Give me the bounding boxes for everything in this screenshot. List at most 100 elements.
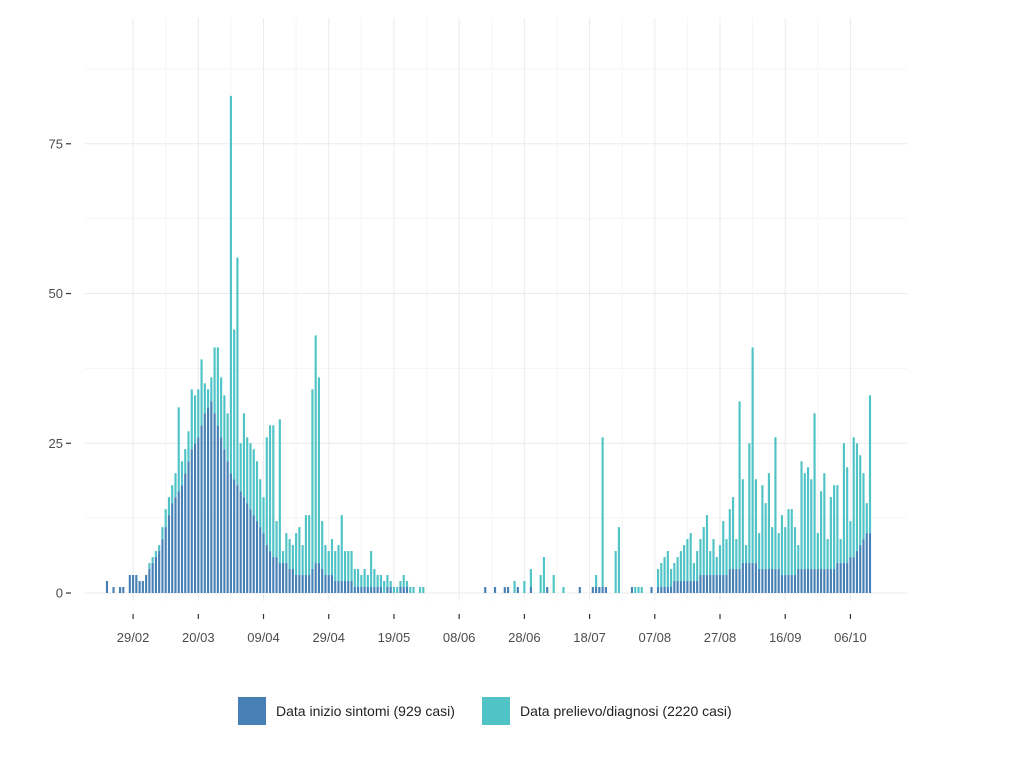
bar-prelievo-diagnosi: [634, 587, 637, 593]
bar-inizio-sintomi: [722, 575, 725, 593]
bar-prelievo-diagnosi: [705, 515, 709, 576]
bar-prelievo-diagnosi: [758, 533, 761, 570]
bar-prelievo-diagnosi: [637, 587, 640, 593]
bar-prelievo-diagnosi: [301, 545, 304, 576]
bar-inizio-sintomi: [506, 587, 510, 593]
bar-inizio-sintomi: [699, 575, 702, 593]
bar-prelievo-diagnosi: [601, 437, 604, 588]
bar-inizio-sintomi: [546, 587, 549, 593]
bar-inizio-sintomi: [399, 587, 402, 593]
bar-prelievo-diagnosi: [337, 545, 340, 582]
bar-inizio-sintomi: [164, 527, 167, 593]
bar-inizio-sintomi: [167, 515, 171, 593]
x-tick-label: 16/09: [769, 630, 802, 645]
bar-inizio-sintomi: [839, 563, 842, 593]
bar-inizio-sintomi: [683, 581, 686, 593]
bar-prelievo-diagnosi: [673, 563, 676, 582]
bar-inizio-sintomi: [259, 527, 262, 593]
bar-inizio-sintomi: [784, 575, 787, 593]
bar-inizio-sintomi: [357, 587, 360, 593]
bar-prelievo-diagnosi: [226, 413, 229, 462]
bar-inizio-sintomi: [673, 581, 676, 593]
bar-inizio-sintomi: [780, 575, 784, 593]
bar-inizio-sintomi: [210, 401, 213, 593]
bar-prelievo-diagnosi: [216, 347, 219, 426]
bar-inizio-sintomi: [816, 569, 819, 593]
bar-inizio-sintomi: [265, 545, 268, 593]
bar-inizio-sintomi: [275, 557, 278, 593]
bar-inizio-sintomi: [823, 569, 826, 593]
bar-inizio-sintomi: [321, 569, 324, 593]
bar-prelievo-diagnosi: [761, 485, 764, 570]
bar-prelievo-diagnosi: [810, 479, 813, 570]
bar-prelievo-diagnosi: [715, 557, 718, 576]
bar-prelievo-diagnosi: [767, 473, 770, 570]
bar-prelievo-diagnosi: [595, 575, 598, 588]
bar-inizio-sintomi: [666, 587, 669, 593]
bar-inizio-sintomi: [255, 521, 259, 594]
bar-prelievo-diagnosi: [793, 527, 797, 576]
bar-prelievo-diagnosi: [839, 539, 842, 564]
bar-prelievo-diagnosi: [859, 455, 862, 546]
x-tick-label: 07/08: [639, 630, 672, 645]
bar-inizio-sintomi: [529, 587, 532, 593]
bar-prelievo-diagnosi: [383, 581, 386, 593]
bar-inizio-sintomi: [285, 563, 288, 593]
bar-inizio-sintomi: [774, 569, 777, 593]
bar-prelievo-diagnosi: [725, 539, 728, 576]
x-tick-label: 28/06: [508, 630, 541, 645]
bar-inizio-sintomi: [330, 575, 334, 593]
bar-prelievo-diagnosi: [823, 473, 826, 570]
bar-prelievo-diagnosi: [197, 389, 200, 438]
bar-prelievo-diagnosi: [412, 587, 415, 593]
bar-inizio-sintomi: [405, 587, 409, 593]
bar-inizio-sintomi: [595, 587, 598, 593]
bar-inizio-sintomi: [171, 503, 174, 593]
bar-inizio-sintomi: [735, 569, 738, 593]
bar-prelievo-diagnosi: [790, 509, 793, 576]
bar-prelievo-diagnosi: [278, 419, 281, 564]
bar-prelievo-diagnosi: [229, 95, 232, 474]
bar-prelievo-diagnosi: [366, 575, 369, 588]
bar-prelievo-diagnosi: [311, 389, 314, 570]
bar-inizio-sintomi: [676, 581, 679, 593]
bar-inizio-sintomi: [174, 497, 177, 593]
bar-inizio-sintomi: [771, 569, 774, 593]
bar-prelievo-diagnosi: [842, 443, 845, 564]
bar-prelievo-diagnosi: [242, 413, 246, 498]
bar-prelievo-diagnosi: [862, 473, 865, 540]
bar-prelievo-diagnosi: [816, 533, 819, 570]
bar-inizio-sintomi: [745, 563, 748, 593]
bar-inizio-sintomi: [656, 587, 660, 593]
bar-prelievo-diagnosi: [353, 569, 356, 588]
x-tick-label: 19/05: [378, 630, 411, 645]
bar-prelievo-diagnosi: [239, 443, 242, 492]
bar-inizio-sintomi: [604, 587, 607, 593]
bar-prelievo-diagnosi: [360, 575, 363, 588]
bar-inizio-sintomi: [340, 581, 343, 593]
bar-prelievo-diagnosi: [262, 497, 265, 534]
bar-prelievo-diagnosi: [418, 587, 422, 593]
bar-inizio-sintomi: [503, 587, 506, 593]
bar-inizio-sintomi: [304, 575, 307, 593]
bar-inizio-sintomi: [308, 575, 311, 593]
bar-inizio-sintomi: [229, 473, 232, 593]
bar-prelievo-diagnosi: [373, 569, 376, 588]
bar-inizio-sintomi: [764, 569, 767, 593]
bar-prelievo-diagnosi: [513, 581, 516, 593]
bar-prelievo-diagnosi: [764, 503, 767, 570]
bar-inizio-sintomi: [190, 449, 193, 593]
bar-inizio-sintomi: [826, 569, 829, 593]
bar-inizio-sintomi: [790, 575, 793, 593]
bar-prelievo-diagnosi: [709, 551, 712, 576]
bar-inizio-sintomi: [282, 563, 285, 593]
bar-inizio-sintomi: [803, 569, 806, 593]
x-tick-label: 18/07: [573, 630, 606, 645]
bar-inizio-sintomi: [810, 569, 813, 593]
bar-prelievo-diagnosi: [210, 377, 213, 402]
bar-prelievo-diagnosi: [220, 377, 223, 438]
bar-inizio-sintomi: [754, 563, 757, 593]
bar-inizio-sintomi: [389, 587, 392, 593]
bar-prelievo-diagnosi: [327, 551, 330, 576]
